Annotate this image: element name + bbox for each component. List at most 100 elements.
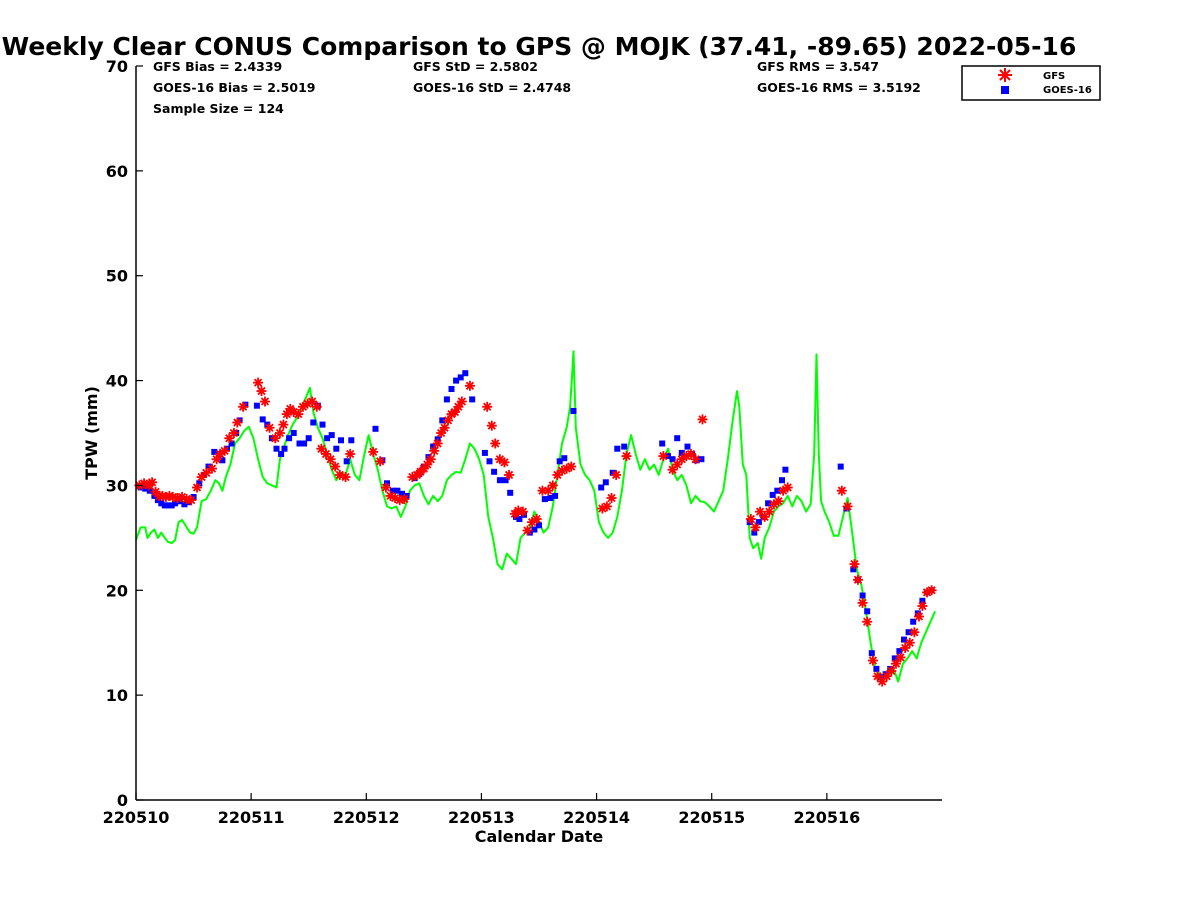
goes-point (165, 502, 172, 509)
x-tick-label: 220514 (563, 808, 630, 827)
goes-point (379, 457, 386, 464)
legend-gfs-marker (998, 68, 1012, 82)
gfs-point (274, 428, 285, 438)
goes-point (343, 458, 350, 465)
x-axis-label: Calendar Date (475, 827, 604, 846)
gfs-point (764, 506, 775, 517)
gfs-point (330, 461, 341, 472)
goes-point (910, 618, 917, 625)
goes-point (205, 463, 212, 470)
gfs-point (456, 396, 467, 407)
goes-point (372, 425, 379, 432)
goes-point (389, 487, 396, 494)
gfs-point (836, 485, 847, 496)
y-tick-label: 60 (106, 162, 128, 181)
goes-point (286, 435, 293, 442)
gfs-point (697, 414, 708, 425)
gfs-point (750, 522, 761, 533)
goes-point (301, 440, 308, 447)
goes-point (146, 487, 153, 494)
goes-point (253, 402, 260, 409)
gfs-point (895, 652, 906, 663)
goes-point (161, 502, 168, 509)
y-tick-label: 10 (106, 686, 128, 705)
goes-point (556, 458, 563, 465)
gfs-point (422, 459, 433, 470)
gfs-point (325, 454, 336, 465)
y-tick-label: 70 (106, 57, 128, 76)
gfs-point (232, 417, 243, 428)
gfs-point (890, 658, 901, 669)
legend-goes-label: GOES-16 (1043, 85, 1092, 96)
gps-series-line (135, 350, 937, 683)
goes-point (453, 377, 460, 384)
goes-point (873, 665, 880, 672)
gfs-point (849, 559, 860, 570)
goes-point (394, 487, 401, 494)
goes-point (462, 370, 469, 377)
legend-box (961, 65, 1101, 101)
gfs-point (913, 611, 924, 622)
y-tick-label: 20 (106, 581, 128, 600)
gfs-point (340, 472, 351, 483)
goes-point (439, 417, 446, 424)
goes-point (521, 511, 527, 518)
gfs-point (439, 422, 450, 433)
goes-point (457, 374, 464, 381)
goes-point (181, 501, 188, 508)
gfs-point (601, 501, 612, 512)
goes-point (507, 489, 514, 496)
stat-gfs-rms: GFS RMS = 3.547 (757, 59, 879, 74)
goes-point (751, 529, 758, 536)
gfs-point (667, 464, 678, 475)
goes-point (211, 448, 218, 455)
y-tick-label: 0 (117, 791, 128, 810)
gfs-point (547, 480, 558, 491)
goes-point (324, 435, 331, 442)
gfs-point (517, 506, 528, 517)
goes-point (228, 440, 235, 447)
gfs-point (436, 428, 447, 438)
gfs-point (690, 454, 701, 465)
gfs-point (782, 482, 793, 493)
x-tick-label: 220515 (678, 808, 745, 827)
gfs-point (773, 496, 784, 507)
goes-point (399, 490, 405, 497)
goes-point (868, 650, 875, 657)
gfs-point (857, 597, 868, 608)
goes-point (516, 516, 523, 522)
gfs-point (566, 461, 577, 472)
goes-point (448, 386, 455, 392)
goes-point (891, 655, 898, 662)
gfs-point (886, 666, 897, 677)
goes-point (259, 416, 266, 423)
gfs-point (917, 601, 928, 612)
goes-point (154, 497, 161, 504)
goes-point (570, 408, 577, 414)
goes-point (878, 674, 884, 681)
goes-point (552, 492, 559, 499)
goes-point (850, 566, 857, 573)
goes-point (502, 477, 509, 484)
goes-point (746, 519, 753, 526)
goes-point (669, 456, 676, 463)
goes-point (486, 458, 493, 465)
goes-point (281, 445, 288, 452)
stat-gfs-std: GFS StD = 2.5802 (413, 59, 538, 74)
gfs-point (429, 445, 440, 456)
goes-point (684, 443, 691, 450)
x-tick-label: 220516 (793, 808, 860, 827)
gfs-point (482, 401, 493, 412)
goes-point (755, 519, 762, 526)
goes-point (296, 440, 303, 447)
goes-point (698, 456, 705, 463)
y-tick-label: 30 (106, 476, 128, 495)
goes-point (602, 479, 609, 486)
gfs-point (499, 457, 510, 468)
goes-point (896, 648, 903, 655)
gfs-point (621, 451, 632, 462)
goes-point (305, 435, 312, 442)
gfs-point (606, 493, 617, 504)
goes-point (469, 396, 476, 403)
goes-point (598, 484, 605, 491)
